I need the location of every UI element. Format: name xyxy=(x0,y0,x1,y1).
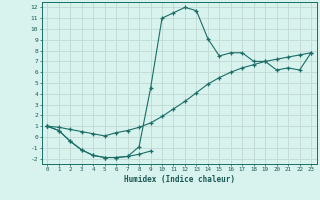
X-axis label: Humidex (Indice chaleur): Humidex (Indice chaleur) xyxy=(124,175,235,184)
